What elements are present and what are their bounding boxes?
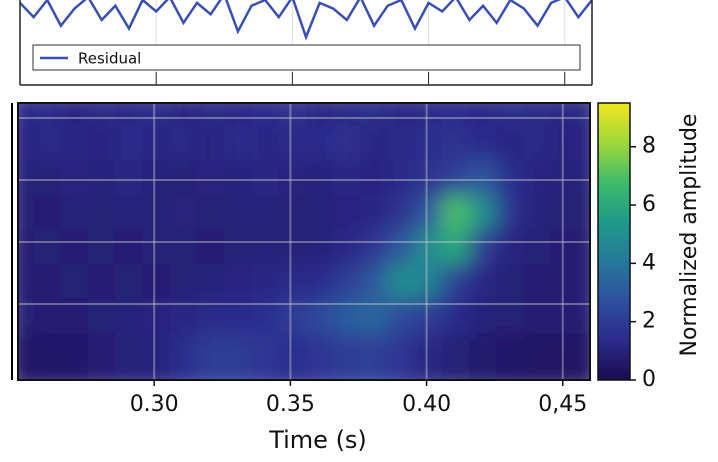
x-tick-label: 0,45 (538, 392, 587, 417)
heatmap-grid (18, 103, 590, 386)
colorbar (597, 102, 631, 381)
heatmap-frame (17, 102, 591, 381)
x-axis-label: Time (s) (268, 426, 367, 454)
x-tick-label: 0.30 (130, 392, 179, 417)
colorbar-label: Normalized amplitude (677, 114, 702, 357)
colorbar-tick-label: 4 (642, 250, 656, 275)
colorbar-tick-label: 8 (642, 134, 656, 159)
colorbar-tick-label: 2 (642, 309, 656, 334)
colorbar-tick-label: 0 (642, 367, 656, 392)
heatmap-cell (550, 333, 590, 380)
residual-line (20, 0, 592, 41)
residual-panel: Residual (19, 0, 593, 86)
heatmap-cells (18, 103, 590, 380)
legend-label: Residual (78, 50, 141, 68)
heatmap (18, 103, 590, 380)
colorbar-tick-label: 6 (642, 192, 656, 217)
x-tick-label: 0.40 (402, 392, 451, 417)
line-group (20, 0, 592, 41)
legend-box (32, 44, 581, 71)
x-tick-label: 0.35 (266, 392, 315, 417)
